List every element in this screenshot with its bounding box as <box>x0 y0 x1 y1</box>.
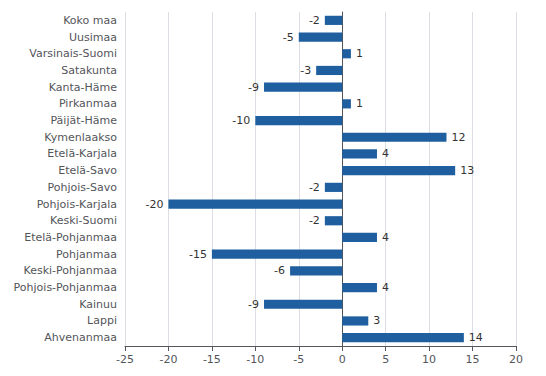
svg-text:Kymenlaakso: Kymenlaakso <box>44 131 117 144</box>
svg-text:Kainuu: Kainuu <box>79 298 117 311</box>
svg-text:-5: -5 <box>293 353 304 366</box>
svg-text:-20: -20 <box>159 353 177 366</box>
svg-text:-15: -15 <box>203 353 221 366</box>
svg-text:10: 10 <box>422 353 436 366</box>
svg-text:-3: -3 <box>300 64 311 77</box>
svg-text:20: 20 <box>509 353 523 366</box>
svg-text:Etelä-Savo: Etelä-Savo <box>58 164 117 177</box>
svg-text:-25: -25 <box>116 353 134 366</box>
svg-text:-9: -9 <box>248 81 259 94</box>
svg-text:4: 4 <box>382 231 389 244</box>
svg-text:4: 4 <box>382 147 389 160</box>
svg-text:12: 12 <box>451 131 465 144</box>
svg-text:Koko maa: Koko maa <box>63 14 117 27</box>
svg-text:-15: -15 <box>189 248 207 261</box>
svg-text:Pohjois-Pohjanmaa: Pohjois-Pohjanmaa <box>14 281 117 294</box>
svg-text:5: 5 <box>382 353 389 366</box>
svg-text:Kanta-Häme: Kanta-Häme <box>49 81 117 94</box>
svg-text:-2: -2 <box>309 181 320 194</box>
svg-text:-2: -2 <box>309 214 320 227</box>
svg-text:13: 13 <box>460 164 474 177</box>
svg-text:Ahvenanmaa: Ahvenanmaa <box>44 331 117 344</box>
svg-text:Pirkanmaa: Pirkanmaa <box>59 97 117 110</box>
svg-text:15: 15 <box>466 353 480 366</box>
svg-text:-20: -20 <box>145 198 163 211</box>
svg-text:1: 1 <box>356 47 363 60</box>
svg-text:0: 0 <box>339 353 346 366</box>
svg-text:-10: -10 <box>232 114 250 127</box>
svg-text:4: 4 <box>382 281 389 294</box>
svg-text:Pohjanmaa: Pohjanmaa <box>56 248 117 261</box>
svg-text:Keski-Pohjanmaa: Keski-Pohjanmaa <box>24 264 117 277</box>
svg-text:1: 1 <box>356 97 363 110</box>
svg-text:Pohjois-Karjala: Pohjois-Karjala <box>37 198 117 211</box>
svg-text:-2: -2 <box>309 14 320 27</box>
svg-text:3: 3 <box>373 314 380 327</box>
svg-text:Keski-Suomi: Keski-Suomi <box>50 214 117 227</box>
svg-text:Päijät-Häme: Päijät-Häme <box>50 114 117 127</box>
svg-text:Satakunta: Satakunta <box>61 64 117 77</box>
svg-text:-10: -10 <box>246 353 264 366</box>
svg-text:Etelä-Pohjanmaa: Etelä-Pohjanmaa <box>24 231 117 244</box>
svg-text:-5: -5 <box>283 31 294 44</box>
svg-text:Lappi: Lappi <box>87 314 117 327</box>
svg-text:Etelä-Karjala: Etelä-Karjala <box>47 147 117 160</box>
svg-text:-6: -6 <box>274 264 285 277</box>
svg-text:Uusimaa: Uusimaa <box>69 31 117 44</box>
svg-text:-9: -9 <box>248 298 259 311</box>
svg-text:14: 14 <box>469 331 483 344</box>
svg-text:Varsinais-Suomi: Varsinais-Suomi <box>29 47 117 60</box>
svg-text:Pohjois-Savo: Pohjois-Savo <box>48 181 118 194</box>
